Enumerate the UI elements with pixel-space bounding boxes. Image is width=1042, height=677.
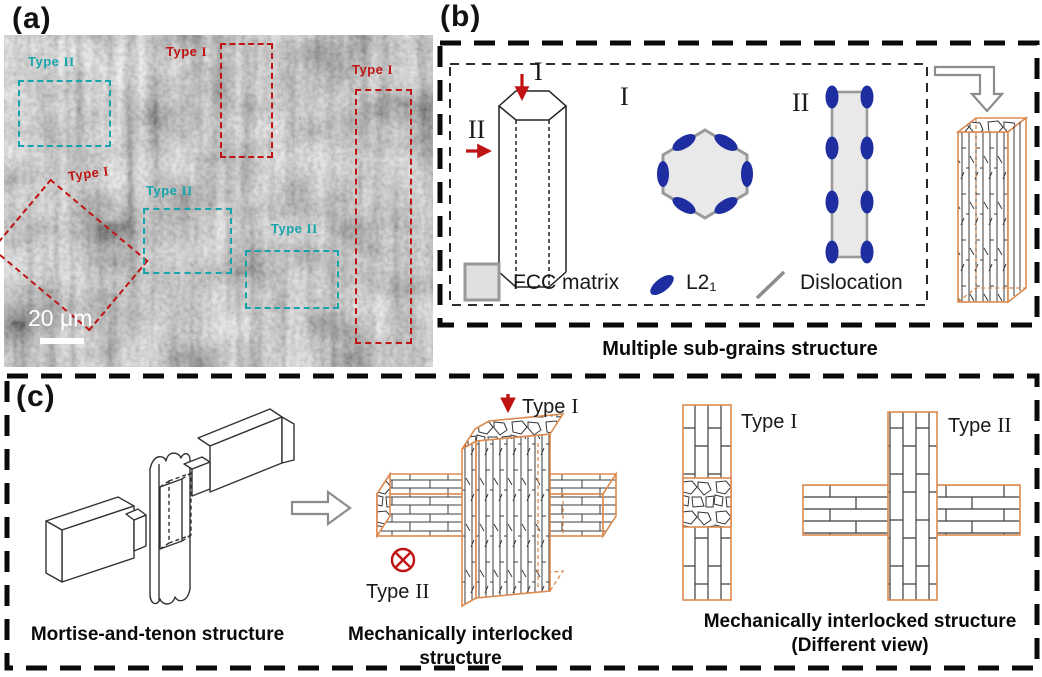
region-label-type2-center: Type II	[146, 183, 193, 198]
region-box-type2-right	[245, 250, 339, 309]
sem-micrograph: Type II Type I Type I Type I Type II Typ…	[0, 35, 433, 367]
scale-bar	[40, 338, 84, 344]
l21-icon	[650, 274, 674, 296]
compression-axis-label: I	[534, 57, 543, 86]
fcc-matrix-icon	[463, 262, 501, 302]
panel-b-caption: Multiple sub-grains structure	[602, 338, 878, 360]
rect-section-label: II	[792, 88, 810, 117]
view-type2-diagram	[802, 411, 1021, 601]
transform-arrow-icon	[290, 489, 352, 527]
mortise-tenon-diagram	[45, 408, 295, 605]
region-label-type2-right: Type II	[271, 221, 318, 236]
panel-b-border	[437, 40, 1040, 328]
panel-b-inner-box	[449, 63, 928, 306]
interlocked-cross-diagram	[375, 413, 618, 608]
caption-interlocked-view-line2: (Different view)	[791, 634, 929, 656]
type2-load-symbol-icon	[390, 547, 416, 573]
view-type1-diagram	[682, 404, 732, 601]
cross-type2-label: Type II	[366, 579, 430, 603]
region-box-type2-topleft	[18, 80, 111, 147]
region-box-type2-center	[143, 208, 232, 274]
micrograph-texture	[4, 35, 433, 367]
legend-fcc-label: FCC matrix	[513, 271, 620, 294]
panel-c-label: (c)	[16, 380, 56, 413]
region-box-type1-topright	[355, 89, 412, 344]
hex-prism-diagram	[497, 90, 568, 288]
legend-dislocation-label: Dislocation	[800, 271, 903, 294]
dislocation-icon	[755, 270, 786, 300]
view2-type2-label: Type II	[948, 413, 1012, 437]
caption-interlocked-view: Mechanically interlocked structure (Diff…	[700, 610, 1020, 658]
rect-section-diagram	[825, 85, 874, 264]
panel-c-border	[4, 373, 1040, 671]
legend-l21-label: L2₁	[686, 271, 717, 294]
caption-interlocked: Mechanically interlocked structure	[348, 624, 573, 669]
panel-a-label: (a)	[12, 2, 52, 35]
l21-particles	[657, 134, 753, 214]
hex-section-diagram	[657, 128, 753, 220]
region-box-type1-topcenter	[220, 43, 273, 158]
region-label-type2-topleft: Type II	[28, 54, 75, 69]
caption-interlocked-view-line1: Mechanically interlocked structure	[703, 611, 1017, 632]
region-label-type1-topright: Type I	[352, 62, 394, 77]
hex-section-label: I	[620, 82, 629, 111]
panel-b-label: (b)	[440, 0, 482, 33]
view1-type1-label: Type I	[741, 409, 798, 433]
side-axis-label: II	[468, 115, 486, 144]
elbow-arrow-icon	[933, 65, 1005, 113]
region-label-type1-topcenter: Type I	[166, 44, 208, 59]
subgrain-column-diagram	[955, 116, 1029, 304]
caption-mortise-tenon: Mortise-and-tenon structure	[30, 624, 285, 645]
cross-type1-label: Type I	[522, 394, 579, 418]
scale-bar-label: 20 μm	[28, 305, 93, 331]
